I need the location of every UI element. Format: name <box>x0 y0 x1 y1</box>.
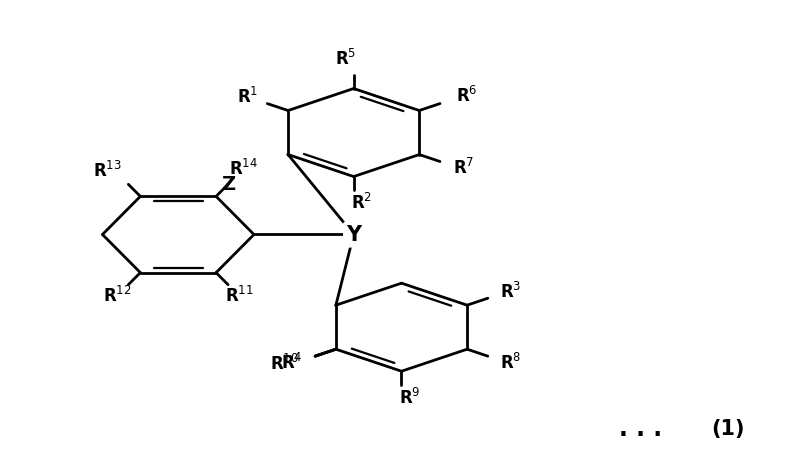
Text: R$^{8}$: R$^{8}$ <box>500 353 521 373</box>
Text: (1): (1) <box>711 419 744 439</box>
Text: R$^{9}$: R$^{9}$ <box>398 388 419 408</box>
Text: Y: Y <box>346 225 361 244</box>
Text: R$^{11}$: R$^{11}$ <box>225 286 253 306</box>
Text: R$^{6}$: R$^{6}$ <box>456 86 477 106</box>
Text: R$^{3}$: R$^{3}$ <box>500 282 521 302</box>
Text: R$^{13}$: R$^{13}$ <box>93 161 122 181</box>
Text: R$^{7}$: R$^{7}$ <box>452 158 473 178</box>
Text: R$^{5}$: R$^{5}$ <box>334 49 356 69</box>
Text: Z: Z <box>221 175 235 194</box>
Text: R$^{14}$: R$^{14}$ <box>229 159 257 179</box>
Text: R$^{4}$: R$^{4}$ <box>281 353 302 373</box>
Text: . . .: . . . <box>618 417 662 441</box>
Text: R$^{1}$: R$^{1}$ <box>237 87 258 107</box>
Text: R$^{2}$: R$^{2}$ <box>350 193 372 213</box>
Text: R$^{10}$: R$^{10}$ <box>269 354 298 374</box>
Text: R$^{12}$: R$^{12}$ <box>103 286 132 306</box>
